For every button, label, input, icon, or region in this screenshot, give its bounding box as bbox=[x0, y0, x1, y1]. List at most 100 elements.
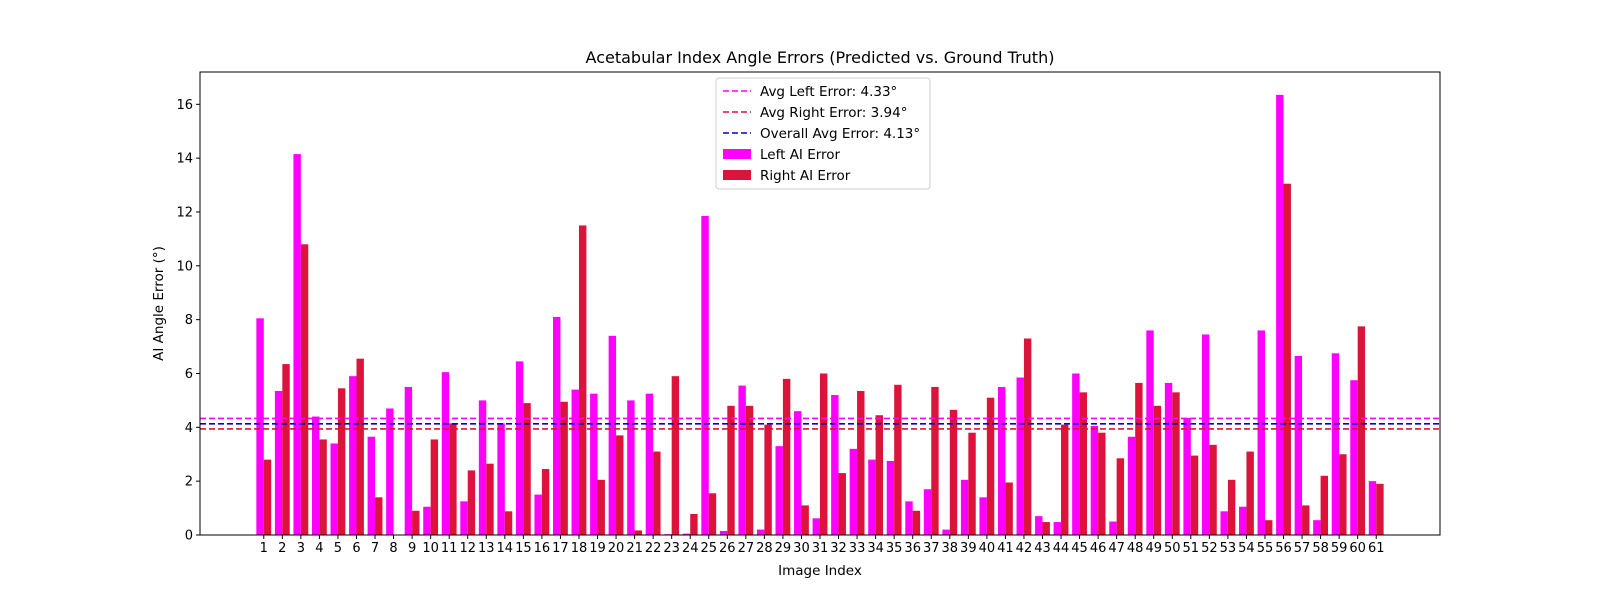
left-error-bar bbox=[553, 316, 561, 535]
x-tick-label: 53 bbox=[1220, 541, 1237, 556]
right-error-bar bbox=[1264, 520, 1273, 535]
right-error-bar bbox=[282, 364, 290, 535]
right-error-bar bbox=[782, 378, 791, 535]
x-tick-label: 3 bbox=[297, 541, 305, 556]
right-error-bar bbox=[523, 403, 531, 535]
right-error-bar bbox=[801, 505, 809, 535]
right-error-bar bbox=[708, 493, 717, 535]
left-error-bar bbox=[923, 489, 932, 535]
legend-patch-swatch bbox=[723, 170, 751, 180]
x-tick-label: 60 bbox=[1349, 541, 1366, 556]
x-tick-label: 23 bbox=[663, 541, 680, 556]
x-tick-label: 19 bbox=[589, 541, 606, 556]
right-error-bar bbox=[1061, 424, 1069, 535]
right-error-bar bbox=[912, 510, 921, 535]
x-tick-label: 51 bbox=[1183, 541, 1200, 556]
x-tick-label: 54 bbox=[1238, 541, 1255, 556]
x-tick-label: 4 bbox=[315, 541, 323, 556]
x-tick-label: 28 bbox=[756, 541, 773, 556]
x-tick-label: 37 bbox=[923, 541, 940, 556]
right-error-bar bbox=[1339, 454, 1347, 535]
right-error-bar bbox=[820, 373, 828, 535]
x-tick-label: 13 bbox=[478, 541, 495, 556]
right-error-bar bbox=[653, 451, 661, 535]
right-error-bar bbox=[375, 497, 383, 535]
x-tick-label: 1 bbox=[260, 541, 268, 556]
right-error-bar bbox=[560, 401, 568, 535]
right-error-bar bbox=[968, 432, 976, 535]
x-tick-label: 39 bbox=[960, 541, 977, 556]
x-tick-label: 15 bbox=[515, 541, 532, 556]
x-tick-label: 22 bbox=[645, 541, 662, 556]
left-error-bar bbox=[1109, 521, 1117, 535]
left-error-bar bbox=[960, 479, 969, 535]
left-error-bar bbox=[1127, 436, 1136, 535]
x-tick-label: 50 bbox=[1164, 541, 1181, 556]
x-tick-label: 6 bbox=[352, 541, 360, 556]
x-tick-label: 29 bbox=[775, 541, 792, 556]
left-error-bar bbox=[274, 390, 283, 535]
x-tick-label: 25 bbox=[700, 541, 717, 556]
x-tick-label: 45 bbox=[1071, 541, 1088, 556]
left-error-bar bbox=[571, 389, 579, 535]
x-tick-label: 26 bbox=[719, 541, 736, 556]
left-error-bar bbox=[460, 501, 468, 535]
legend-label: Left AI Error bbox=[760, 147, 841, 163]
left-error-bar bbox=[1331, 353, 1340, 535]
right-error-bar bbox=[1042, 522, 1050, 535]
right-error-bar bbox=[690, 514, 698, 535]
x-tick-label: 49 bbox=[1145, 541, 1162, 556]
legend-label: Avg Right Error: 3.94° bbox=[760, 105, 907, 121]
right-error-bar bbox=[504, 511, 513, 535]
right-error-bar bbox=[931, 386, 939, 535]
right-error-bar bbox=[1135, 382, 1143, 535]
right-error-bar bbox=[1376, 483, 1384, 535]
x-tick-label: 7 bbox=[371, 541, 379, 556]
left-error-bar bbox=[645, 393, 654, 535]
left-error-bar bbox=[1368, 481, 1377, 535]
right-error-bar bbox=[986, 397, 995, 535]
x-tick-label: 32 bbox=[830, 541, 847, 556]
chart-title: Acetabular Index Angle Errors (Predicted… bbox=[586, 48, 1055, 67]
left-error-bar bbox=[1053, 522, 1062, 535]
x-tick-label: 10 bbox=[422, 541, 439, 556]
left-error-bar bbox=[386, 408, 394, 535]
x-tick-label: 2 bbox=[278, 541, 286, 556]
right-error-bar bbox=[337, 388, 346, 535]
right-error-bar bbox=[1246, 451, 1254, 535]
x-tick-label: 24 bbox=[682, 541, 699, 556]
left-error-bar bbox=[997, 386, 1006, 535]
right-error-bar bbox=[1227, 479, 1236, 535]
x-tick-label: 41 bbox=[997, 541, 1014, 556]
right-error-bar bbox=[1079, 392, 1087, 535]
right-error-bar bbox=[1190, 455, 1199, 535]
x-tick-label: 20 bbox=[608, 541, 625, 556]
x-tick-label: 30 bbox=[793, 541, 810, 556]
right-error-bar bbox=[356, 358, 364, 535]
x-tick-label: 56 bbox=[1275, 541, 1292, 556]
left-error-bar bbox=[1350, 380, 1358, 535]
left-error-bar bbox=[831, 395, 839, 535]
right-error-bar bbox=[727, 405, 735, 535]
legend: Avg Left Error: 4.33° Avg Right Error: 3.… bbox=[715, 77, 931, 190]
x-tick-label: 14 bbox=[497, 541, 514, 556]
left-error-bar bbox=[256, 318, 264, 535]
x-tick-label: 12 bbox=[459, 541, 476, 556]
right-error-bar bbox=[1172, 392, 1180, 535]
left-error-bar bbox=[330, 443, 338, 535]
right-error-bar bbox=[1005, 482, 1013, 535]
y-tick-label: 6 bbox=[185, 367, 193, 382]
legend-label: Avg Left Error: 4.33° bbox=[760, 84, 897, 100]
left-error-bar bbox=[311, 416, 320, 535]
left-error-bar bbox=[627, 400, 635, 535]
x-tick-label: 55 bbox=[1257, 541, 1274, 556]
legend-box bbox=[715, 77, 931, 190]
left-error-bar bbox=[367, 436, 376, 535]
right-error-bar bbox=[486, 463, 494, 535]
left-error-bar bbox=[1276, 94, 1284, 536]
right-error-bar bbox=[467, 470, 476, 535]
x-tick-label: 16 bbox=[534, 541, 551, 556]
x-tick-label: 47 bbox=[1108, 541, 1125, 556]
left-error-bar bbox=[293, 154, 301, 535]
